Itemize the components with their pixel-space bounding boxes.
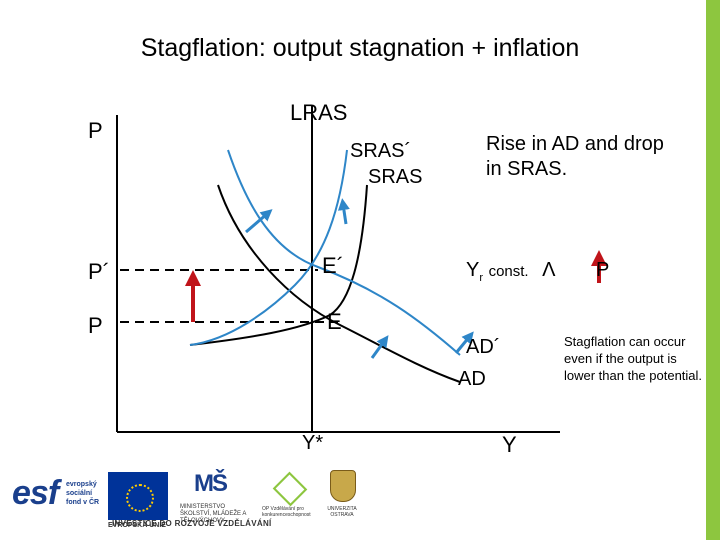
footer-logos: esf evropský sociální fond v ČR EVROPSKÁ…	[0, 462, 368, 540]
output-label: Y*	[302, 432, 324, 454]
annotation-text: Rise in AD and drop in SRAS.	[486, 133, 664, 180]
ad-new-label: AD´	[466, 336, 501, 358]
msmt-logo: MŠ MINISTERSTVO ŠKOLSTVÍ, MLÁDEŽE A TĚLO…	[180, 470, 252, 524]
relation-symbol: Λ	[542, 259, 555, 281]
sras-label: SRAS	[368, 166, 423, 188]
relation-lhs: Y	[466, 259, 480, 281]
esf-logo: esf evropský sociální fond v ČR	[12, 474, 99, 526]
p-new-label: P´	[88, 259, 110, 284]
sras-shift-arrow	[337, 198, 350, 225]
op-text: OP Vzdělávání pro konkurenceschopnost	[262, 506, 311, 518]
sras-curve	[189, 184, 368, 346]
relation-rhs: P	[596, 259, 610, 281]
ad-shift-arrow-bottom	[370, 335, 389, 359]
ad-label: AD	[458, 368, 486, 390]
eu-text: EVROPSKÁ UNIE	[108, 522, 166, 529]
esf-text: evropský sociální fond v ČR	[66, 481, 100, 506]
slide-title: Stagflation: output stagnation + inflati…	[140, 34, 580, 62]
op-shape-icon	[272, 471, 308, 507]
accent-bar	[706, 0, 720, 540]
ad-shift-arrow-right	[454, 331, 474, 354]
relation-subscript: r	[479, 272, 484, 284]
ad-curve	[217, 184, 461, 383]
eu-flag	[108, 472, 168, 520]
university-crest-icon	[330, 470, 356, 502]
x-axis-label: Y	[502, 432, 517, 457]
relation-text: Yr const. Λ P	[466, 259, 609, 284]
msmt-mark-icon: MŠ	[194, 470, 228, 497]
university-logo: UNIVERZITA OSTRAVA	[322, 470, 362, 524]
university-text: UNIVERZITA OSTRAVA	[327, 506, 357, 518]
e-new-label: E´	[322, 253, 344, 278]
note-text: Stagflation can occur even if the output…	[564, 334, 703, 383]
relation-const: const.	[488, 263, 529, 280]
lras-label: LRAS	[290, 100, 348, 125]
e-label: E	[327, 309, 342, 334]
ad-shift-arrow-top	[245, 209, 273, 234]
msmt-text: MINISTERSTVO ŠKOLSTVÍ, MLÁDEŽE A TĚLOVÝC…	[180, 504, 247, 524]
y-axis-label: P	[88, 118, 103, 143]
eu-stars-icon	[126, 484, 154, 512]
p-label: P	[88, 313, 103, 338]
sras-new-label: SRAS´	[350, 140, 412, 162]
esf-wordmark: esf	[12, 474, 59, 512]
op-logo: OP Vzdělávání pro konkurenceschopnost	[262, 471, 312, 520]
ad-new-curve	[227, 149, 461, 356]
footer-banner: INVESTICE DO ROZVOJE VZDĚLÁVÁNÍ	[112, 519, 272, 528]
